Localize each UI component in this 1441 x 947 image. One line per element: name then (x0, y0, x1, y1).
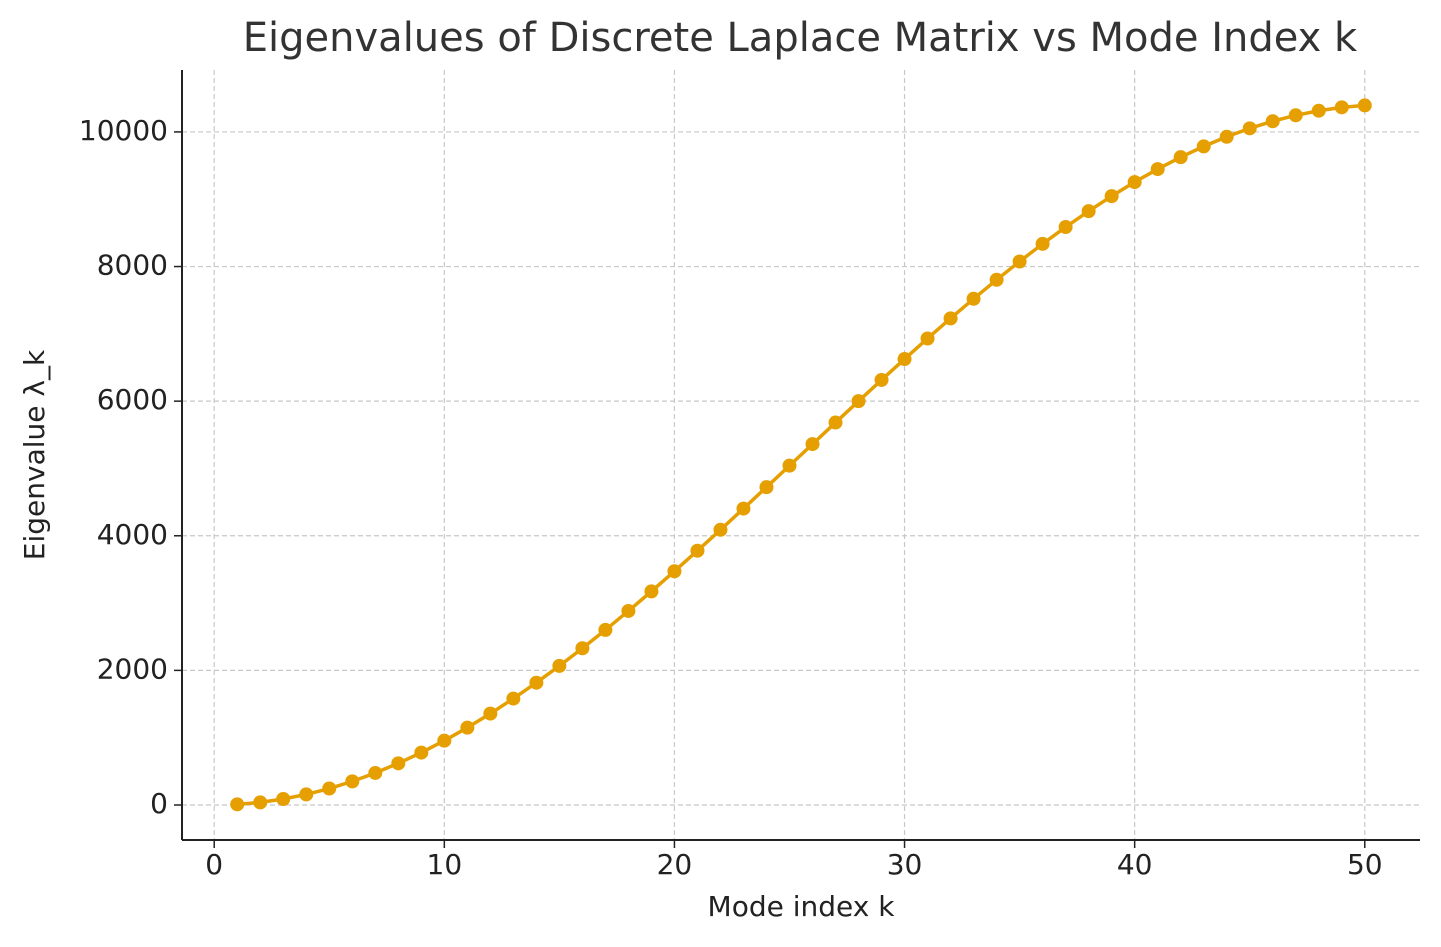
point (437, 733, 452, 748)
y-tick-label: 8000 (97, 249, 168, 282)
x-axis-label: Mode index k (708, 890, 896, 923)
point (1104, 189, 1119, 204)
point (1242, 121, 1257, 136)
point (1357, 98, 1372, 113)
point (897, 352, 912, 367)
point (966, 291, 981, 306)
point (299, 787, 314, 802)
point (690, 543, 705, 558)
point (1035, 236, 1050, 251)
point (667, 564, 682, 579)
point (552, 658, 567, 673)
point (368, 765, 383, 780)
point (1334, 100, 1349, 115)
x-tick-label: 40 (1117, 848, 1153, 881)
point (1219, 129, 1234, 144)
point (322, 781, 337, 796)
y-tick-label: 4000 (97, 518, 168, 551)
point (506, 691, 521, 706)
x-tick-label: 20 (657, 848, 693, 881)
point (230, 797, 245, 812)
point (736, 501, 751, 516)
point (989, 272, 1004, 287)
x-tick-label: 50 (1347, 848, 1383, 881)
point (1288, 108, 1303, 123)
x-tick-label: 0 (205, 848, 223, 881)
point (598, 622, 613, 637)
point (345, 774, 360, 789)
x-tick-label: 10 (427, 848, 463, 881)
point (920, 331, 935, 346)
point (460, 720, 475, 735)
point (874, 372, 889, 387)
point (805, 437, 820, 452)
point (276, 792, 291, 807)
chart-title: Eigenvalues of Discrete Laplace Matrix v… (243, 15, 1358, 61)
point (414, 745, 429, 760)
point (828, 415, 843, 430)
point (575, 641, 590, 656)
point (1081, 204, 1096, 219)
point (943, 311, 958, 326)
point (1311, 103, 1326, 118)
point (1150, 162, 1165, 177)
point (713, 522, 728, 537)
y-tick-label: 6000 (97, 383, 168, 416)
y-tick-label: 10000 (79, 114, 168, 147)
point (1012, 254, 1027, 269)
point (391, 756, 406, 771)
point (782, 458, 797, 473)
x-tick-label: 30 (887, 848, 923, 881)
point (1196, 139, 1211, 154)
line (237, 103, 1365, 807)
point (483, 706, 498, 721)
point (1173, 150, 1188, 165)
y-tick-label: 2000 (97, 652, 168, 685)
point (253, 795, 268, 810)
point (759, 480, 774, 495)
point (1058, 220, 1073, 235)
point (1265, 114, 1280, 129)
point (529, 675, 544, 690)
point (621, 603, 636, 618)
y-axis-label: Eigenvalue λ_k (18, 349, 51, 560)
point (851, 394, 866, 409)
y-tick-label: 0 (150, 787, 168, 820)
point (644, 584, 659, 599)
point (1127, 175, 1142, 190)
